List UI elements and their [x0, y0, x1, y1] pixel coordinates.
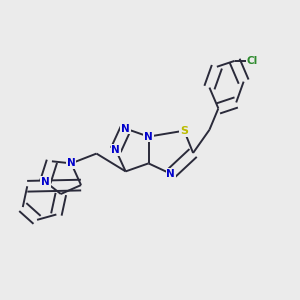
Text: S: S — [180, 126, 188, 136]
Text: N: N — [111, 145, 120, 155]
Text: Cl: Cl — [247, 56, 258, 66]
Text: N: N — [144, 132, 153, 142]
Text: N: N — [167, 169, 175, 179]
Text: N: N — [121, 124, 130, 134]
Text: N: N — [41, 177, 50, 187]
Text: N: N — [67, 158, 76, 168]
